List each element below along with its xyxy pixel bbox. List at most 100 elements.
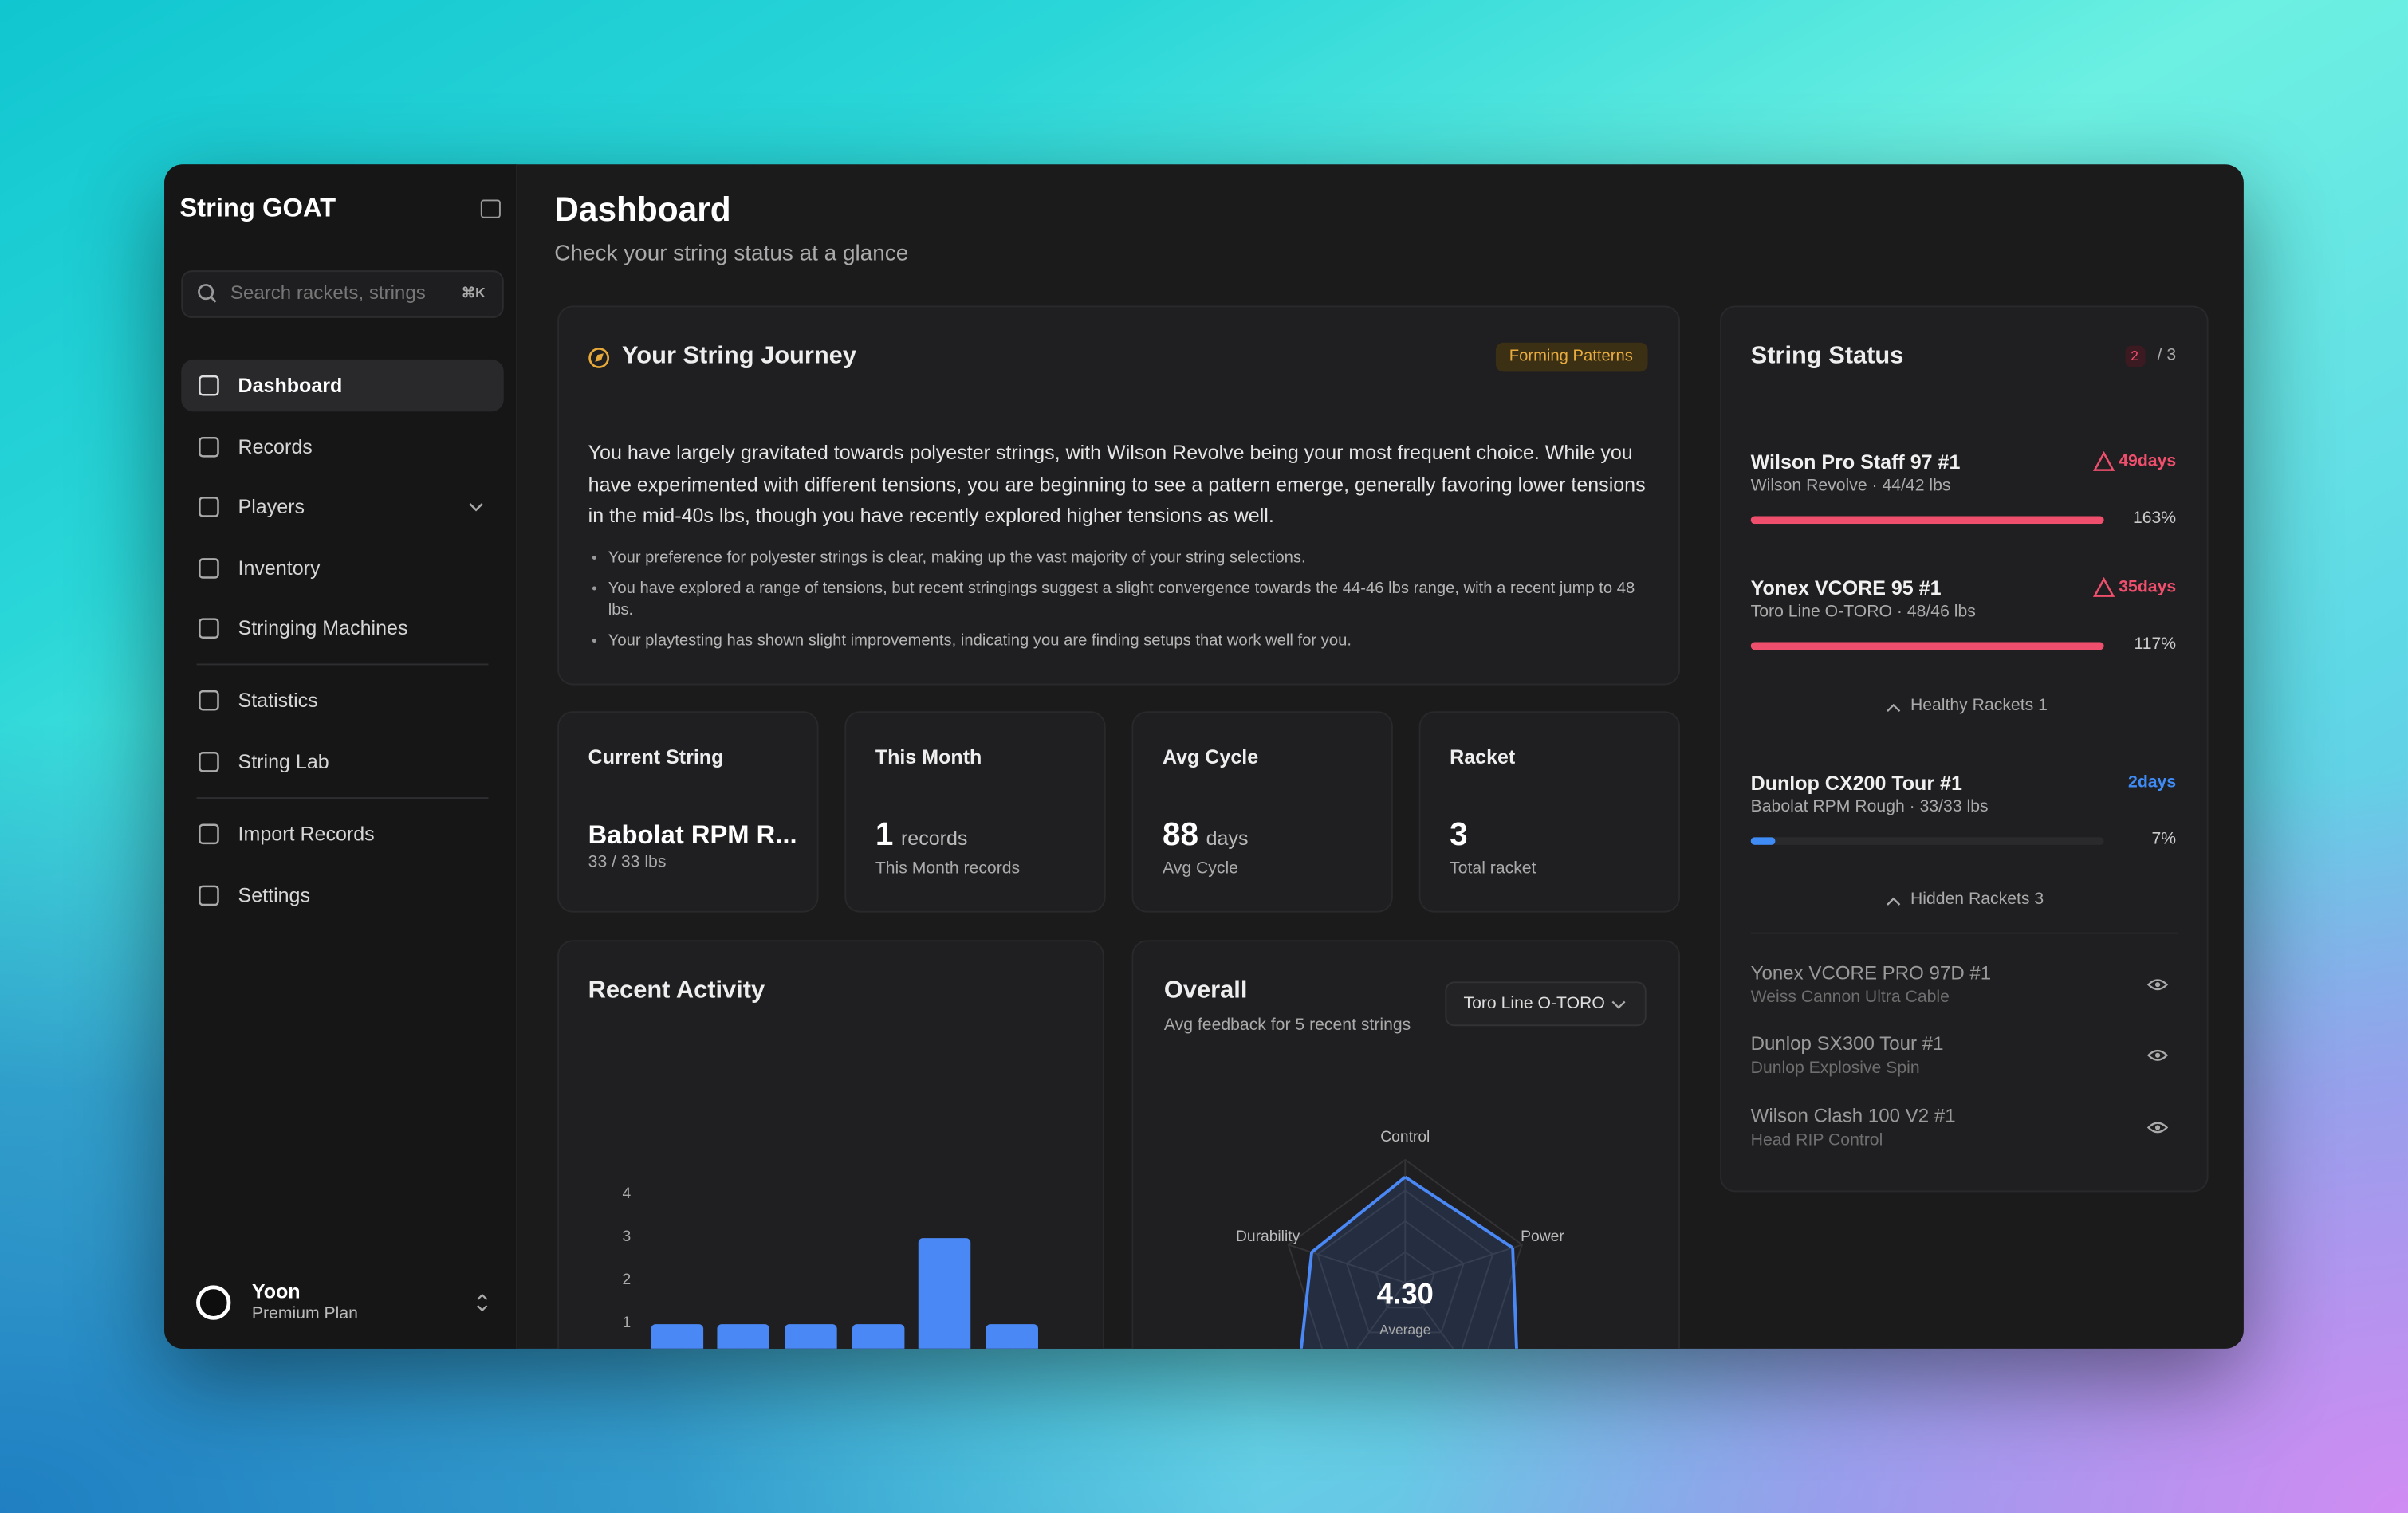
status-total: / 3 (2157, 346, 2177, 365)
progress-label: 7% (2151, 830, 2177, 849)
user-plan: Premium Plan (251, 1304, 358, 1323)
badge (1495, 342, 1648, 372)
collapse-button[interactable] (480, 199, 501, 218)
stat-value: Babolat RPM R... (588, 820, 797, 850)
racket-detail: Babolat RPM Rough · 33/33 lbs (1750, 797, 1989, 817)
racket-name: Dunlop CX200 Tour #1 (1750, 771, 1962, 795)
radar-center-value: 4.30 (1376, 1279, 1434, 1311)
progress-label: 117% (2134, 635, 2177, 654)
stat-card (1131, 711, 1393, 913)
divider (196, 797, 489, 800)
journey-bullet: You have explored a range of tensions, b… (608, 579, 1635, 619)
radar-center-label: Average (1379, 1322, 1431, 1338)
stat-value-row: 3 (1450, 817, 1468, 854)
hidden-racket-name: Dunlop SX300 Tour #1 (1750, 1032, 1944, 1055)
racket-days: 49days (2119, 452, 2177, 471)
racket-name: Wilson Pro Staff 97 #1 (1750, 450, 1961, 474)
y-tick-label: 2 (622, 1271, 632, 1289)
chart-title: Recent Activity (588, 977, 765, 1004)
nav-item[interactable]: Settings (238, 883, 311, 907)
journey-card (557, 305, 1681, 686)
stat-value-row: 88 days (1163, 817, 1249, 854)
racket-days: 35days (2119, 578, 2177, 597)
hidden-racket-detail: Dunlop Explosive Spin (1750, 1059, 1920, 1078)
nav-item[interactable]: Statistics (238, 688, 318, 712)
racket-name: Yonex VCORE 95 #1 (1750, 576, 1942, 599)
alert-count: 2 (2131, 348, 2138, 364)
search-box[interactable] (181, 270, 504, 318)
recent-activity-card (557, 940, 1104, 1349)
progress-fill (1750, 837, 1776, 845)
divider (196, 663, 489, 666)
badge-text: Forming Patterns (1509, 346, 1633, 366)
stat-value: 88 (1162, 817, 1198, 853)
hidden-racket-name: Wilson Clash 100 V2 #1 (1750, 1105, 1956, 1127)
radar-label: Control (1380, 1129, 1430, 1146)
stat-label: Racket (1450, 745, 1516, 768)
search-shortcut: ⌘K (461, 285, 486, 301)
section-toggle[interactable]: Healthy Rackets 1 (1910, 696, 2048, 715)
progress-track (1750, 642, 2104, 650)
nav-item[interactable]: Inventory (238, 556, 321, 580)
stat-card (844, 711, 1106, 913)
stat-detail: Total racket (1450, 859, 1536, 878)
racket-detail: Wilson Revolve · 44/42 lbs (1750, 477, 1951, 496)
journey-bullet: Your playtesting has shown slight improv… (608, 631, 1352, 650)
nav-item[interactable]: Dashboard (238, 373, 343, 397)
nav-item[interactable]: Records (238, 434, 313, 458)
y-tick-label: 1 (622, 1315, 632, 1332)
stat-unit: days (1206, 826, 1249, 850)
stat-value: 1 (875, 817, 894, 853)
chart-title: Overall (1163, 977, 1248, 1004)
racket-detail: Toro Line O-TORO · 48/46 lbs (1750, 603, 1976, 622)
stat-label: Current String (588, 745, 724, 768)
radar-label: Power (1521, 1228, 1564, 1246)
dropdown-text[interactable]: Toro Line O-TORO (1463, 994, 1605, 1013)
stat-label: Avg Cycle (1162, 745, 1259, 768)
stat-label: This Month (875, 745, 982, 768)
journey-title: Your String Journey (622, 343, 856, 370)
stat-value-row: Babolat RPM R... (588, 820, 797, 851)
nav-item[interactable]: Stringing Machines (238, 616, 408, 640)
progress-label: 163% (2132, 509, 2177, 528)
chart-subtitle: Avg feedback for 5 recent strings (1163, 1016, 1411, 1035)
stat-value: 3 (1450, 817, 1468, 853)
progress-fill (1750, 642, 2104, 650)
section-toggle[interactable]: Hidden Rackets 3 (1910, 890, 2044, 909)
stat-value-row: 1 records (875, 817, 968, 854)
string-status-card (1720, 305, 2209, 1193)
nav-item[interactable]: Players (238, 494, 305, 518)
page-subtitle: Check your string status at a glance (554, 242, 909, 266)
nav-highlight (181, 359, 504, 412)
racket-days: 2days (2128, 773, 2177, 792)
progress-track (1750, 516, 2104, 525)
progress-track (1750, 837, 2104, 845)
status-title: String Status (1750, 343, 1904, 370)
y-tick-label: 4 (622, 1185, 632, 1203)
hidden-racket-detail: Head RIP Control (1750, 1131, 1883, 1150)
sidebar (164, 164, 518, 1349)
nav-item[interactable]: Import Records (238, 822, 375, 846)
hidden-racket-detail: Weiss Cannon Ultra Cable (1750, 988, 1950, 1007)
radar-label: Durability (1235, 1228, 1300, 1246)
hidden-racket-name: Yonex VCORE PRO 97D #1 (1750, 962, 1992, 984)
app-window: String GOAT Search rackets, strings ⌘K Dash… (164, 164, 2244, 1349)
journey-summary: You have largely gravitated towards poly… (588, 441, 1646, 527)
stat-card (1418, 711, 1681, 913)
stat-unit: records (900, 826, 968, 850)
y-tick-label: 3 (622, 1228, 632, 1246)
page-title: Dashboard (554, 190, 731, 229)
journey-bullet: Your preference for polyester strings is… (608, 548, 1306, 568)
alert-badge (2125, 345, 2146, 367)
progress-fill (1750, 516, 2104, 525)
stat-detail: Avg Cycle (1162, 859, 1238, 878)
user-name: Yoon (251, 1279, 301, 1303)
stat-detail: 33 / 33 lbs (588, 853, 667, 872)
app-name: String GOAT (179, 193, 336, 223)
search-placeholder[interactable]: Search rackets, strings (230, 281, 426, 304)
divider (1750, 932, 2178, 934)
nav-item[interactable]: String Lab (238, 749, 329, 773)
stat-card (557, 711, 819, 913)
